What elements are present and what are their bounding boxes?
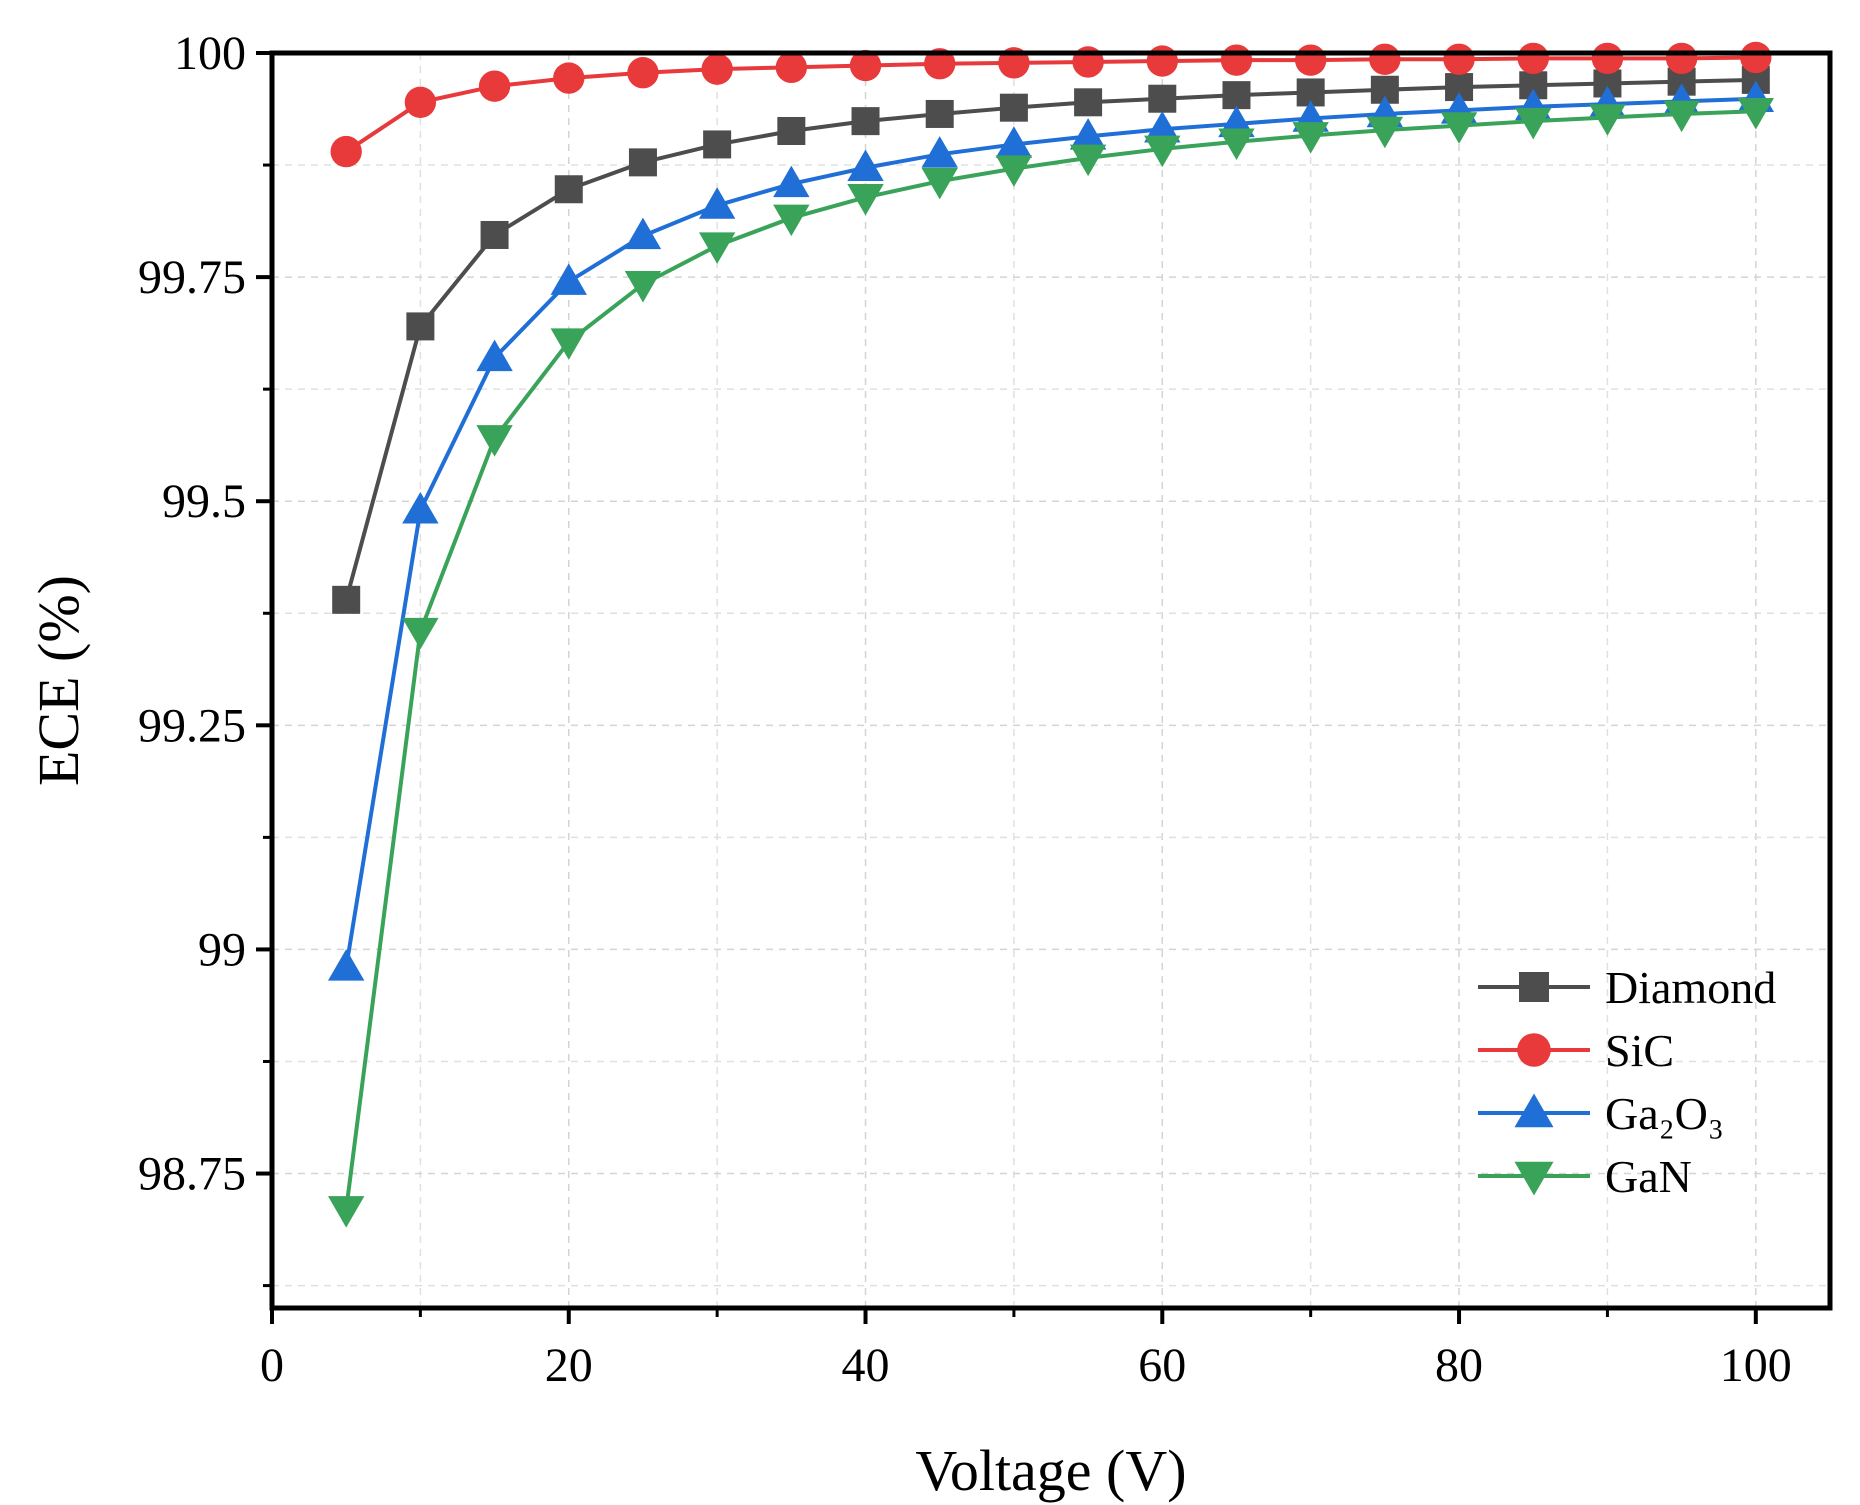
legend-marker: [1519, 972, 1549, 1002]
data-point: [773, 165, 810, 198]
data-point: [999, 93, 1028, 122]
data-point: [480, 220, 509, 249]
data-point: [1074, 88, 1103, 117]
data-point: [624, 217, 662, 250]
y-tick-label: 99.25: [138, 699, 246, 752]
series-4: [327, 97, 1775, 1228]
data-point: [1144, 110, 1181, 143]
data-point: [478, 70, 511, 102]
data-point: [698, 232, 736, 264]
data-point: [1440, 112, 1478, 144]
data-point: [550, 328, 587, 360]
y-tick-label: 99.5: [162, 475, 246, 528]
data-point: [327, 949, 365, 981]
data-point: [402, 491, 439, 524]
legend: Diamond SiC Ga₂O₃ GaN: [1478, 962, 1776, 1202]
data-point: [554, 175, 583, 204]
data-point: [1220, 44, 1253, 76]
data-point: [1222, 81, 1251, 110]
y-axis-title: ECE (%): [26, 575, 91, 786]
data-point: [406, 312, 435, 341]
data-point: [698, 187, 736, 219]
legend-marker: [1514, 1161, 1554, 1196]
legend-label: Ga₂O₃: [1605, 1088, 1724, 1139]
data-point: [925, 99, 954, 128]
legend-marker: [1514, 1093, 1554, 1128]
data-point: [1737, 97, 1775, 130]
legend-marker: [1517, 1033, 1551, 1067]
series-line: [344, 96, 1756, 968]
data-point: [1515, 107, 1552, 140]
y-tick-label: 99: [198, 923, 246, 976]
data-point: [476, 425, 513, 457]
y-tick-label: 99.75: [138, 251, 246, 304]
data-point: [1069, 144, 1107, 177]
data-point: [777, 116, 806, 145]
x-tick-label: 100: [1720, 1339, 1792, 1392]
data-point: [921, 167, 958, 200]
series-1: [332, 65, 1770, 614]
data-point: [1144, 135, 1181, 168]
data-point: [703, 130, 732, 159]
data-point: [1366, 116, 1404, 149]
data-point: [1148, 84, 1177, 113]
data-point: [1443, 43, 1475, 75]
data-point: [1292, 122, 1329, 154]
legend-label: Diamond: [1605, 962, 1776, 1013]
legend-label: SiC: [1605, 1025, 1674, 1076]
data-point: [624, 270, 662, 303]
data-point: [1146, 45, 1178, 77]
x-tick-label: 60: [1138, 1339, 1186, 1392]
data-point: [476, 339, 513, 372]
data-point: [849, 49, 882, 82]
data-point: [628, 148, 657, 177]
data-point: [847, 149, 884, 182]
data-point: [995, 155, 1033, 187]
data-point: [330, 135, 362, 168]
legend-label: GaN: [1605, 1151, 1692, 1202]
data-point: [404, 86, 437, 118]
series-layer: [327, 41, 1775, 1228]
data-point: [327, 1196, 365, 1228]
data-point: [1740, 41, 1772, 74]
data-point: [1663, 100, 1700, 133]
data-point: [1218, 128, 1255, 160]
data-point: [332, 585, 361, 614]
data-point: [553, 62, 585, 94]
x-axis-title: Voltage (V): [915, 1438, 1186, 1503]
x-tick-label: 0: [260, 1339, 284, 1392]
series-3: [327, 80, 1775, 981]
data-point: [851, 107, 880, 136]
data-point: [627, 57, 659, 89]
data-point: [1665, 42, 1698, 75]
y-tick-label: 98.75: [138, 1148, 246, 1201]
data-point: [701, 53, 733, 85]
x-tick-label: 20: [545, 1339, 593, 1392]
x-tick-label: 80: [1435, 1339, 1483, 1392]
data-point: [1517, 42, 1549, 75]
data-point: [550, 263, 587, 295]
data-point: [924, 48, 956, 80]
data-point: [1069, 118, 1107, 150]
ticks-layer: 0 20 40 60 80 100 98.75 99 99.25 99.5 99.75 100: [138, 27, 1792, 1392]
y-tick-label: 100: [174, 27, 246, 80]
plot-frame: [269, 50, 1833, 1311]
x-tick-label: 40: [842, 1339, 890, 1392]
data-point: [995, 126, 1033, 158]
data-point: [1591, 42, 1624, 75]
data-point: [1294, 44, 1327, 76]
data-point: [847, 184, 884, 216]
data-point: [1589, 104, 1626, 136]
data-point: [1369, 43, 1401, 75]
data-point: [773, 204, 810, 237]
data-point: [775, 51, 808, 84]
data-point: [921, 136, 958, 168]
data-point: [402, 617, 439, 650]
